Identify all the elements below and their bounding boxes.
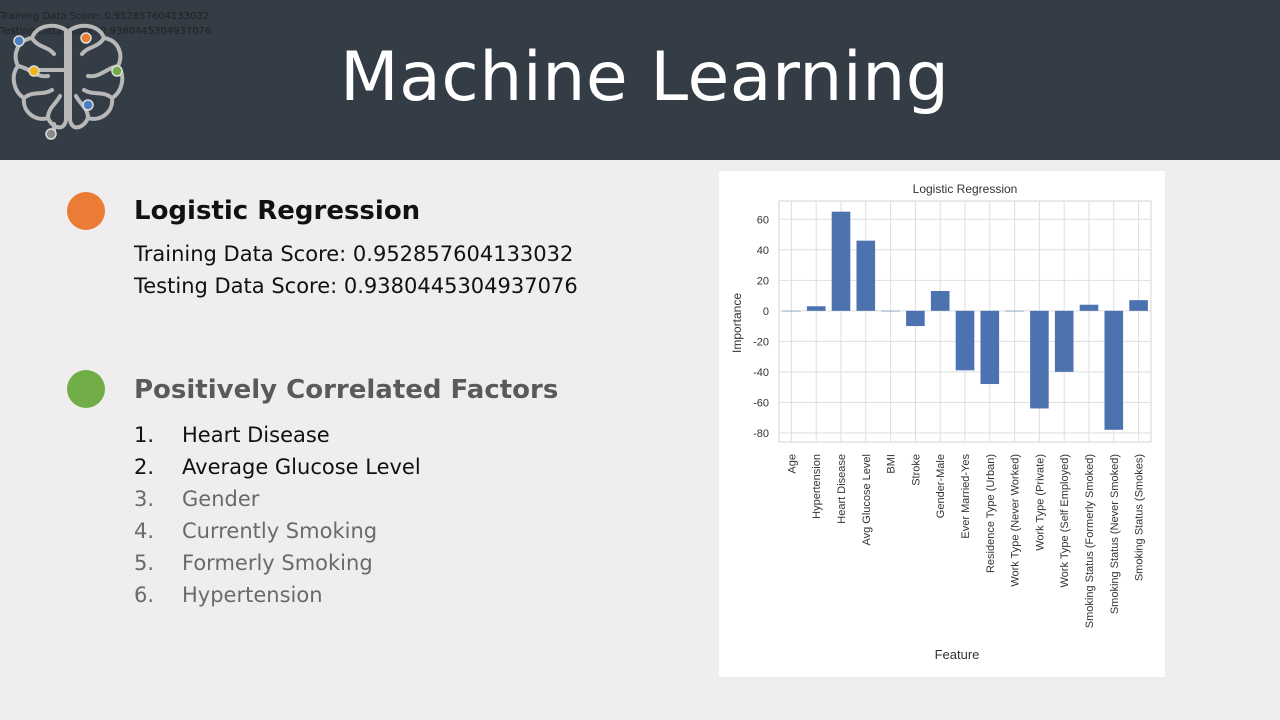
x-tick-label: Residence Type (Urban) — [985, 454, 997, 573]
y-tick-label: 60 — [757, 214, 769, 226]
page-title: Machine Learning — [340, 38, 950, 117]
y-tick-label: -20 — [753, 336, 769, 348]
bar — [930, 290, 950, 311]
x-tick-label: Heart Disease — [836, 454, 848, 524]
list-item: 4. Currently Smoking — [134, 519, 378, 543]
green-bullet-icon — [67, 370, 105, 408]
x-tick-label: Smoking Status (Never Smoked) — [1109, 454, 1121, 614]
y-tick-label: 0 — [763, 306, 769, 318]
x-tick-label: Work Type (Private) — [1034, 454, 1046, 551]
x-tick-label: Work Type (Never Worked) — [1010, 454, 1022, 587]
x-tick-label: Age — [786, 454, 798, 474]
bar — [881, 310, 900, 312]
x-axis-label: Feature — [935, 647, 980, 662]
x-tick-label: Smoking Status (Formerly Smoked) — [1084, 454, 1096, 628]
y-tick-label: -60 — [753, 397, 769, 409]
section-title-correlated-factors: Positively Correlated Factors — [134, 375, 559, 405]
bar — [831, 211, 851, 311]
overlay-testing-text: Testing Data Score: 0.9380445304937076 — [0, 26, 212, 37]
x-tick-label: BMI — [886, 454, 898, 474]
x-tick-label: Work Type (Self Employed) — [1059, 454, 1071, 587]
y-tick-label: -80 — [753, 428, 769, 440]
bar — [1054, 310, 1074, 372]
title-bar: Training Data Score: 0.952857604133032 T… — [0, 0, 1280, 160]
bar — [1104, 310, 1124, 430]
factor-list: 1. Heart Disease 2. Average Glucose Level … — [134, 420, 421, 612]
chart-panel: 60 40 20 0 -20 -40 -60 -80 Age Hypertension Heart … — [719, 171, 1165, 677]
x-tick-label: Ever Married-Yes — [960, 454, 972, 539]
brain-circuit-icon — [8, 20, 128, 142]
y-tick-label: -40 — [753, 367, 769, 379]
list-item: 2. Average Glucose Level — [134, 455, 421, 479]
overlay-training-text: Training Data Score: 0.952857604133032 — [0, 11, 210, 22]
bar — [856, 240, 876, 311]
x-tick-label: Smoking Status (Smokes) — [1134, 454, 1146, 581]
y-tick-label: 20 — [757, 275, 769, 287]
y-axis-label: Importance — [730, 293, 744, 353]
bar — [806, 306, 826, 311]
bar — [782, 310, 801, 312]
bar — [1030, 310, 1049, 409]
bar — [1005, 310, 1024, 312]
list-item: 5. Formerly Smoking — [134, 551, 373, 575]
x-tick-label: Gender-Male — [935, 454, 947, 518]
x-tick-label: Hypertension — [811, 454, 823, 519]
x-tick-label: Avg Glucose Level — [861, 454, 873, 546]
bar — [955, 310, 975, 371]
testing-score-text: Testing Data Score: 0.9380445304937076 — [134, 274, 578, 298]
list-item: 6. Hypertension — [134, 583, 323, 607]
section-title-logistic-regression: Logistic Regression — [134, 196, 421, 226]
y-tick-label: 40 — [757, 245, 769, 257]
bar — [1079, 304, 1099, 311]
chart-title: Logistic Regression — [913, 182, 1018, 196]
bar — [1129, 300, 1148, 311]
bar — [906, 310, 925, 327]
x-tick-label: Stroke — [910, 454, 922, 486]
list-item: 1. Heart Disease — [134, 423, 330, 447]
feature-importance-chart: 60 40 20 0 -20 -40 -60 -80 Age Hypertension Heart … — [730, 182, 1152, 662]
orange-bullet-icon — [67, 192, 105, 230]
training-score-text: Training Data Score: 0.952857604133032 — [134, 242, 574, 266]
list-item: 3. Gender — [134, 487, 260, 511]
bar — [980, 310, 1000, 385]
